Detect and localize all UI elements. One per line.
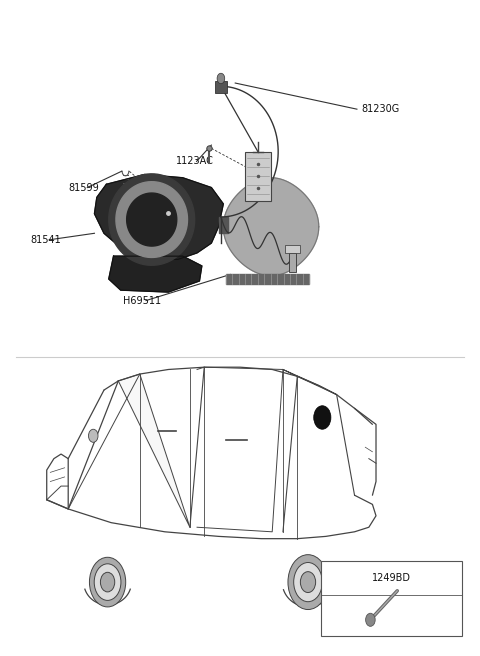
Circle shape: [89, 558, 126, 607]
Polygon shape: [218, 217, 228, 234]
Polygon shape: [127, 193, 177, 246]
Circle shape: [288, 555, 328, 609]
Polygon shape: [116, 182, 188, 257]
Bar: [321, 561, 462, 636]
Circle shape: [100, 572, 115, 592]
Polygon shape: [226, 274, 309, 283]
Circle shape: [366, 613, 375, 626]
Circle shape: [294, 562, 323, 602]
Bar: [288, 253, 296, 272]
Polygon shape: [283, 369, 336, 395]
Polygon shape: [95, 174, 223, 259]
Circle shape: [314, 405, 331, 429]
Polygon shape: [118, 374, 190, 527]
Bar: [245, 152, 271, 201]
Text: 81541: 81541: [30, 235, 61, 245]
Text: 1249BD: 1249BD: [372, 573, 411, 583]
Circle shape: [88, 429, 98, 442]
Polygon shape: [223, 178, 319, 276]
Bar: [285, 245, 300, 253]
Text: 81599: 81599: [68, 182, 99, 193]
Polygon shape: [109, 174, 195, 265]
Bar: [215, 81, 227, 93]
Text: H69511: H69511: [123, 296, 161, 306]
Circle shape: [300, 571, 316, 592]
Circle shape: [94, 564, 121, 600]
Text: 81230G: 81230G: [362, 104, 400, 114]
Polygon shape: [109, 256, 202, 292]
Circle shape: [217, 73, 225, 84]
Text: 1123AC: 1123AC: [176, 156, 214, 167]
